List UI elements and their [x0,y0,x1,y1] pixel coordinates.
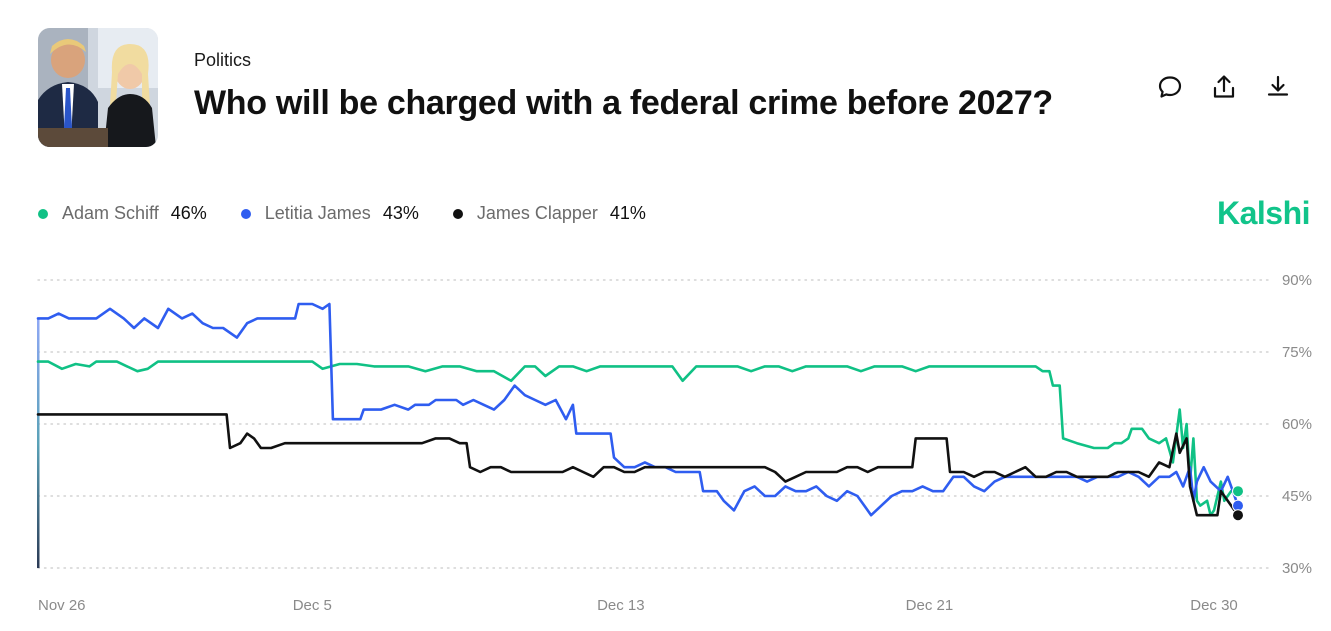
legend-name: Letitia James [264,203,371,223]
x-tick-label: Nov 26 [38,597,86,614]
x-tick-label: Dec 30 [1190,597,1238,614]
kalshi-logo[interactable]: Kalshi [1216,195,1311,231]
market-title: Who will be charged with a federal crime… [194,84,1053,122]
legend-item-schiff[interactable]: Adam Schiff 46% [38,203,207,224]
market-thumbnail-image [38,28,158,147]
series-line-adam-schiff [36,360,1240,517]
legend-item-clapper[interactable]: James Clapper 41% [452,203,646,224]
market-category[interactable]: Politics [194,50,252,70]
legend-value: 43% [382,203,419,223]
legend-value: 41% [609,203,646,223]
y-tick-label: 90% [1282,272,1312,289]
y-tick-label: 75% [1282,344,1312,361]
series-end-dot-adam-schiff [1232,485,1244,498]
legend-value: 46% [170,203,207,223]
share-button[interactable] [1211,74,1237,100]
y-tick-label: 45% [1282,488,1312,505]
legend-dot-clapper [452,208,463,219]
legend-item-james[interactable]: Letitia James 43% [240,203,419,224]
series-line-letitia-james [36,302,1240,517]
x-tick-label: Dec 5 [293,597,332,614]
y-tick-label: 30% [1282,560,1312,577]
series-start-marker [37,318,40,568]
legend-name: James Clapper [476,203,598,223]
market-photo [38,28,158,147]
chart-legend: Adam Schiff 46% Letitia James 43% James … [38,203,680,224]
y-tick-label: 60% [1282,416,1312,433]
series-end-dot-james-clapper [1232,509,1244,522]
legend-dot-schiff [38,208,48,219]
x-tick-label: Dec 13 [597,597,645,614]
download-icon [1267,75,1289,96]
legend-dot-james [240,208,251,219]
comment-button[interactable] [1157,74,1183,100]
comment-icon [1158,76,1182,98]
x-tick-label: Dec 21 [906,597,954,614]
share-icon [1213,75,1235,98]
header-actions [1157,74,1291,100]
legend-name: Adam Schiff [62,203,159,223]
download-button[interactable] [1265,74,1291,100]
series-line-james-clapper [36,413,1240,517]
